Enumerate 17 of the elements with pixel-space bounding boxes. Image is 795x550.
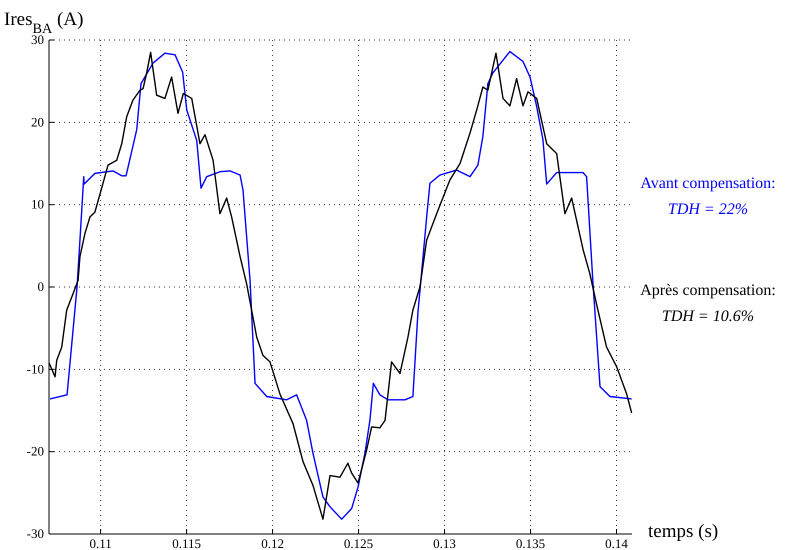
y-tick-label: -20 <box>26 444 44 459</box>
y-tick-label: 20 <box>31 114 44 130</box>
text: Après compensation: TDH = 10.6% <box>640 282 776 325</box>
x-tick-label: 0.135 <box>516 536 546 550</box>
y-tick-label: -10 <box>26 361 44 376</box>
x-tick-label: 0.13 <box>433 536 456 550</box>
y-tick-label: 0 <box>38 279 44 294</box>
x-tick-label: 0.14 <box>605 536 628 550</box>
text: Avant compensation: TDH = 22% <box>640 175 776 218</box>
x-tick-label: 0.115 <box>172 536 201 550</box>
y-tick-label: 10 <box>31 196 44 212</box>
x-tick-label: 0.11 <box>89 536 112 550</box>
y-tick-label: -30 <box>26 526 44 541</box>
x-axis-title: temps (s) <box>648 521 718 542</box>
y-tick-label: 30 <box>31 32 44 47</box>
x-tick-label: 0.125 <box>344 536 374 550</box>
x-tick-label: 0.12 <box>261 536 284 550</box>
